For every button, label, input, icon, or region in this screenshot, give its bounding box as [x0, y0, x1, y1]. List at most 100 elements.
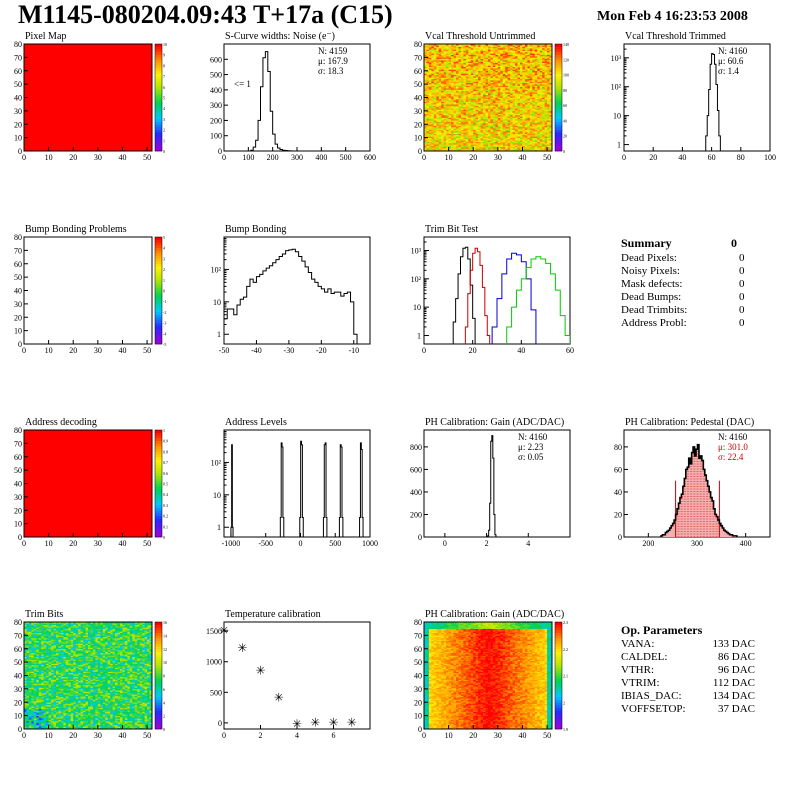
x-tick-label: 100: [764, 153, 776, 162]
colorbar-label: -3: [163, 321, 166, 326]
colorbar-segment: [155, 68, 162, 71]
colorbar-segment: [155, 65, 162, 68]
colorbar-segment: [155, 478, 162, 481]
colorbar-label: 0: [163, 289, 165, 294]
colorbar-segment: [155, 331, 162, 334]
y-tick-label: 800: [410, 443, 422, 452]
colorbar-segment: [155, 274, 162, 277]
colorbar-segment: [155, 95, 162, 98]
y-tick-label: 300: [210, 101, 222, 110]
colorbar-segment: [555, 106, 562, 109]
y-tick-label: 0: [18, 147, 22, 156]
chart-title: Vcal Threshold Untrimmed: [425, 31, 535, 42]
colorbar-label: -2: [163, 310, 166, 315]
colorbar-segment: [155, 55, 162, 58]
x-tick-label: 0: [22, 346, 26, 355]
colorbar-segment: [155, 87, 162, 90]
colorbar-segment: [155, 135, 162, 138]
y-tick-label: 40: [14, 480, 22, 489]
colorbar-segment: [155, 457, 162, 460]
x-tick-label: 40: [517, 346, 525, 355]
colorbar-segment: [155, 328, 162, 331]
colorbar-label: 0.5: [163, 482, 168, 487]
colorbar-segment: [155, 79, 162, 82]
x-tick-label: 2: [485, 539, 489, 548]
date-stamp: Mon Feb 4 16:23:53 2008: [597, 9, 748, 25]
x-tick-label: 0: [22, 539, 26, 548]
heatmap-fill: [24, 44, 152, 151]
y-tick-label: 10: [414, 134, 422, 143]
colorbar-label: 10: [163, 42, 167, 47]
hist-line: [488, 436, 496, 537]
chart-title: Bump Bonding Problems: [25, 224, 127, 235]
colorbar-segment: [155, 333, 162, 336]
colorbar-segment: [555, 47, 562, 50]
x-tick-label: 40: [518, 153, 526, 162]
y-tick-label: 80: [14, 40, 22, 49]
colorbar-label: 0: [563, 149, 565, 154]
colorbar-segment: [155, 529, 162, 532]
colorbar-label: 1: [163, 138, 165, 143]
colorbar-segment: [155, 441, 162, 444]
y-tick-label: 60: [14, 453, 22, 462]
stats-line: σ: 0.05: [518, 452, 544, 462]
colorbar-segment: [155, 100, 162, 103]
y-tick-label: 10: [213, 298, 221, 307]
hist-line: [453, 247, 475, 344]
colorbar-segment: [155, 57, 162, 60]
colorbar-segment: [155, 315, 162, 318]
colorbar-segment: [155, 245, 162, 248]
x-tick-label: -50: [219, 346, 230, 355]
colorbar-segment: [155, 502, 162, 505]
colorbar-segment: [155, 510, 162, 513]
hist-peak: [231, 445, 233, 537]
plot-frame: [624, 44, 770, 151]
y-tick-label: 30: [14, 300, 22, 309]
colorbar-segment: [155, 76, 162, 79]
colorbar-label: 0.6: [163, 471, 168, 476]
y-tick-label: 70: [14, 439, 22, 448]
colorbar-label: 5: [163, 235, 165, 240]
summary-value: 0: [739, 317, 745, 329]
summary-value: 0: [739, 291, 745, 303]
colorbar-segment: [555, 124, 562, 127]
hist-line: [251, 52, 295, 151]
colorbar-segment: [155, 130, 162, 133]
y-tick-label: 10²: [411, 275, 422, 284]
colorbar-label: 120: [563, 57, 569, 62]
x-tick-label: 10: [45, 539, 53, 548]
x-tick-label: 1000: [362, 539, 378, 548]
stats-line: μ: 2.23: [518, 442, 544, 452]
colorbar-label: 4: [163, 246, 165, 251]
colorbar-segment: [155, 508, 162, 511]
colorbar-label: 0.3: [163, 503, 168, 508]
colorbar-segment: [155, 84, 162, 87]
colorbar-segment: [155, 92, 162, 95]
colorbar-segment: [155, 143, 162, 146]
x-tick-label: 100: [242, 153, 254, 162]
colorbar-segment: [155, 301, 162, 304]
colorbar-segment: [155, 307, 162, 310]
colorbar-segment: [155, 114, 162, 117]
colorbar-segment: [155, 473, 162, 476]
colorbar-segment: [155, 248, 162, 251]
hist-line: [492, 253, 536, 344]
colorbar-segment: [155, 124, 162, 127]
x-tick-label: 50: [143, 539, 151, 548]
x-tick-label: -30: [284, 346, 295, 355]
heatmap-cells: [424, 44, 552, 151]
colorbar-segment: [555, 103, 562, 106]
colorbar-segment: [555, 60, 562, 63]
colorbar-segment: [555, 57, 562, 60]
x-tick-label: 30: [94, 539, 102, 548]
hist-line: [224, 249, 357, 344]
y-tick-label: 500: [210, 71, 222, 80]
y-tick-label: 80: [14, 426, 22, 435]
summary-label: Noisy Pixels:: [621, 265, 680, 277]
y-tick-label: 50: [14, 466, 22, 475]
colorbar-segment: [555, 71, 562, 74]
